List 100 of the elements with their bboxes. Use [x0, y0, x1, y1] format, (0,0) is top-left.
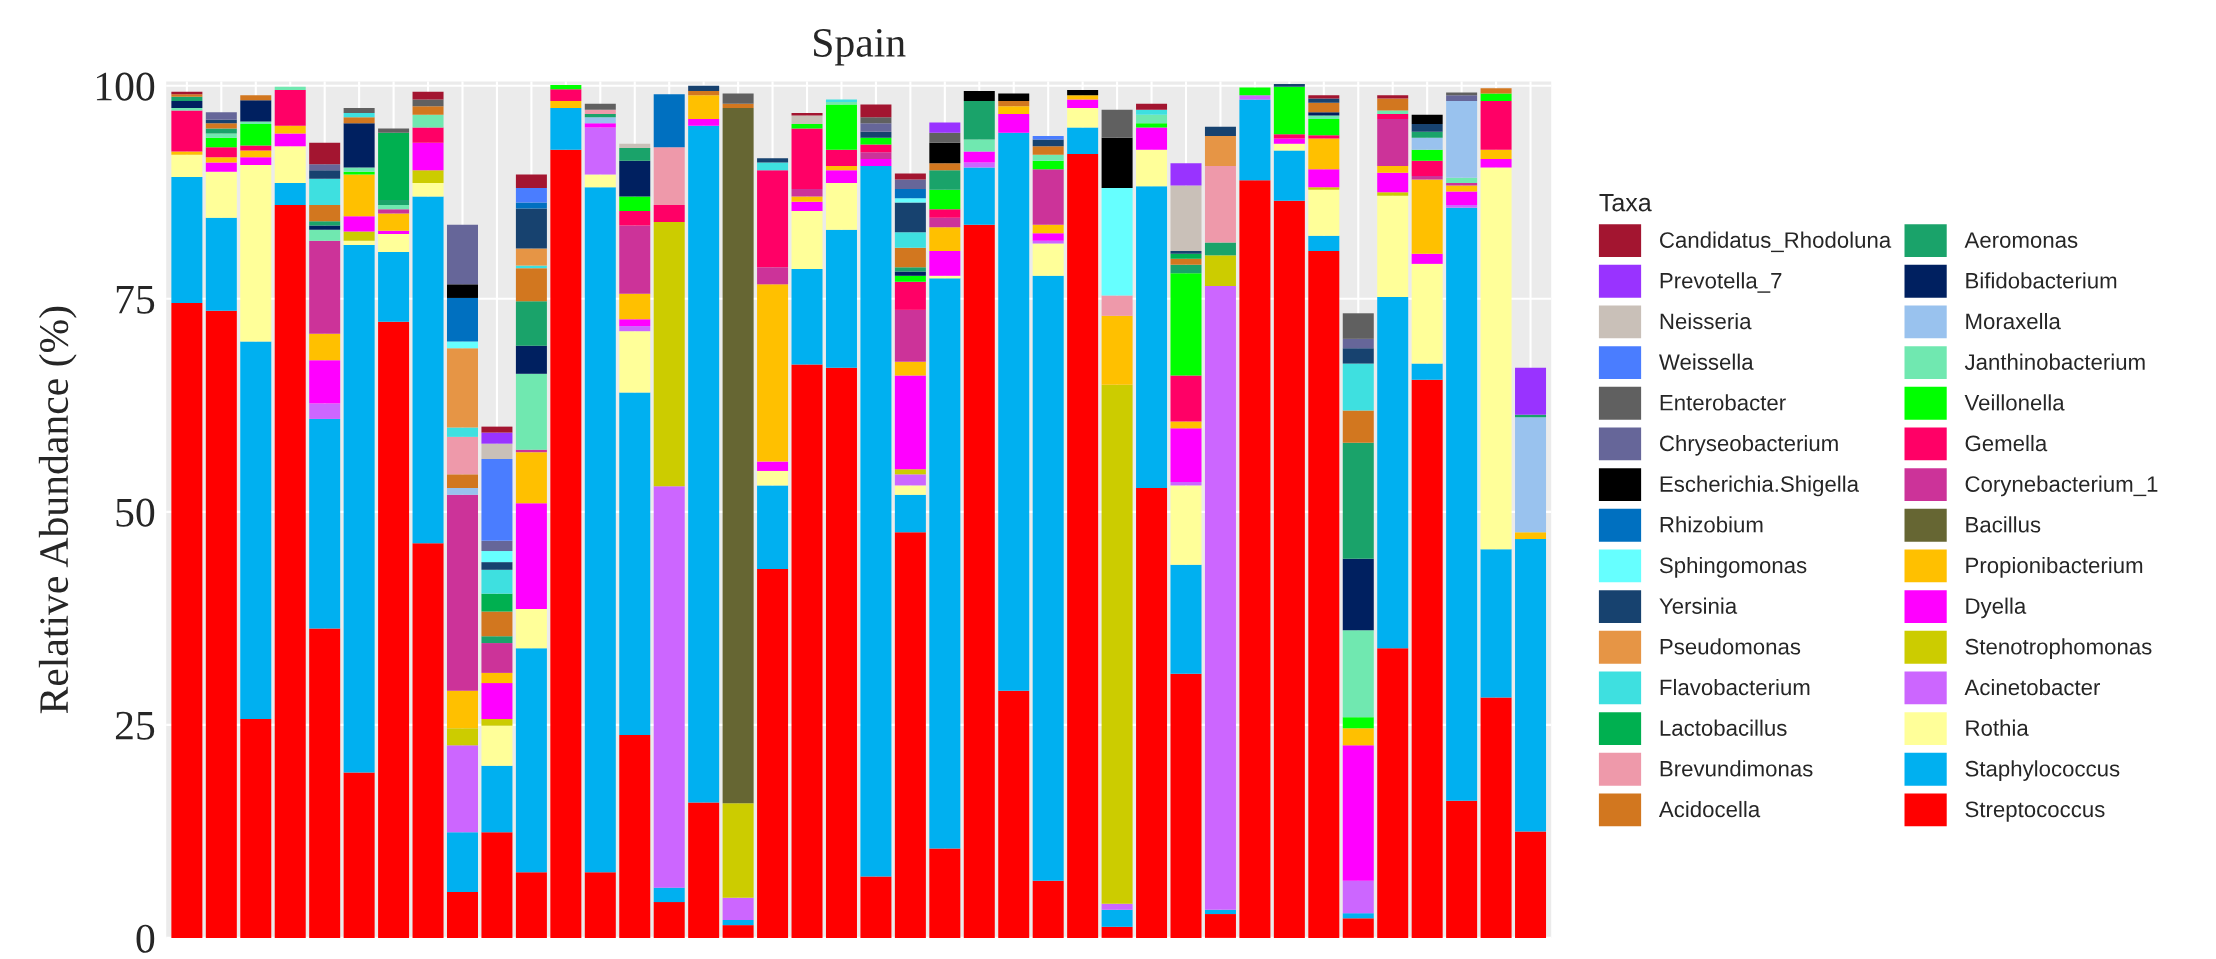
- legend-label: Staphylococcus: [1965, 760, 2120, 781]
- bar: [757, 162, 789, 171]
- bar: [1515, 367, 1547, 415]
- bar: [412, 127, 444, 143]
- bar: [860, 117, 892, 124]
- bar: [584, 187, 616, 873]
- bar: [1342, 348, 1374, 364]
- bar: [1377, 165, 1409, 173]
- bar: [688, 802, 720, 938]
- bar: [1032, 880, 1064, 938]
- bar: [171, 176, 203, 304]
- bar: [1377, 110, 1409, 114]
- bar: [481, 593, 513, 612]
- bar: [205, 310, 237, 938]
- bar: [929, 278, 961, 849]
- bar: [894, 188, 926, 199]
- bar: [1480, 93, 1512, 102]
- bar: [894, 202, 926, 233]
- bar: [619, 211, 651, 226]
- bar: [1032, 224, 1064, 234]
- bar: [481, 562, 513, 570]
- bar: [343, 174, 375, 217]
- bar: [584, 174, 616, 188]
- bar: [791, 211, 823, 269]
- legend-label: Sphingomonas: [1659, 556, 1807, 578]
- bar: [481, 832, 513, 938]
- bar: [309, 403, 341, 419]
- bar: [446, 891, 478, 938]
- bar: [1411, 253, 1443, 264]
- bar: [963, 101, 995, 140]
- bar: [343, 231, 375, 241]
- bar: [550, 89, 582, 102]
- bar: [1308, 251, 1340, 938]
- bar: [791, 128, 823, 189]
- bar: [653, 94, 685, 148]
- bar: [309, 240, 341, 334]
- bar: [1411, 176, 1443, 180]
- bar: [1308, 119, 1340, 136]
- bar: [1377, 119, 1409, 166]
- bar: [446, 474, 478, 488]
- bar: [584, 123, 616, 128]
- bar: [309, 628, 341, 938]
- bar: [860, 165, 892, 877]
- bar: [1308, 235, 1340, 252]
- bar: [1032, 233, 1064, 241]
- bar: [1308, 102, 1340, 113]
- bar: [963, 151, 995, 163]
- bar: [446, 745, 478, 833]
- bar: [309, 170, 341, 179]
- bar: [378, 251, 410, 322]
- bar: [378, 321, 410, 938]
- bar: [1411, 137, 1443, 150]
- legend-label: Stenotrophomonas: [1965, 638, 2152, 659]
- bar: [929, 251, 961, 276]
- bar: [1342, 630, 1374, 718]
- bar: [343, 240, 375, 246]
- bar: [688, 95, 720, 120]
- bar: [1136, 114, 1168, 124]
- bar: [757, 170, 789, 268]
- bar: [481, 443, 513, 460]
- bar: [688, 85, 720, 91]
- bar: [791, 115, 823, 125]
- bar: [481, 643, 513, 673]
- bar: [1342, 313, 1374, 339]
- legend-label: Aeromonas: [1964, 232, 2078, 248]
- bar: [894, 198, 926, 203]
- bar: [860, 123, 892, 132]
- legend-label: Enterobacter: [1660, 394, 1786, 411]
- y-tick-label: 25: [115, 711, 155, 740]
- bar: [653, 902, 685, 938]
- bar: [412, 99, 444, 107]
- bar: [1101, 909, 1133, 927]
- bar: [205, 147, 237, 158]
- bar: [791, 364, 823, 938]
- bar: [274, 90, 306, 126]
- legend-label: Propionibacterium: [1966, 556, 2143, 578]
- bar: [688, 119, 720, 126]
- bar: [619, 160, 651, 197]
- bar: [963, 224, 995, 938]
- bar: [1342, 745, 1374, 881]
- bar: [1204, 909, 1236, 915]
- bar: [515, 188, 547, 203]
- bar: [1101, 188, 1133, 296]
- bar: [309, 178, 341, 206]
- bar: [722, 803, 754, 898]
- bar: [446, 341, 478, 349]
- bar: [860, 159, 892, 166]
- bar: [1377, 172, 1409, 193]
- bar: [1342, 728, 1374, 746]
- legend-label: Acidocella: [1658, 800, 1761, 818]
- bar: [1411, 379, 1443, 938]
- bar: [515, 248, 547, 266]
- bar: [1101, 903, 1133, 910]
- bar: [998, 113, 1030, 133]
- bar: [791, 188, 823, 197]
- bar: [584, 103, 616, 110]
- bar: [240, 100, 272, 122]
- bar: [1136, 149, 1168, 187]
- bar: [1204, 136, 1236, 166]
- bar: [653, 205, 685, 223]
